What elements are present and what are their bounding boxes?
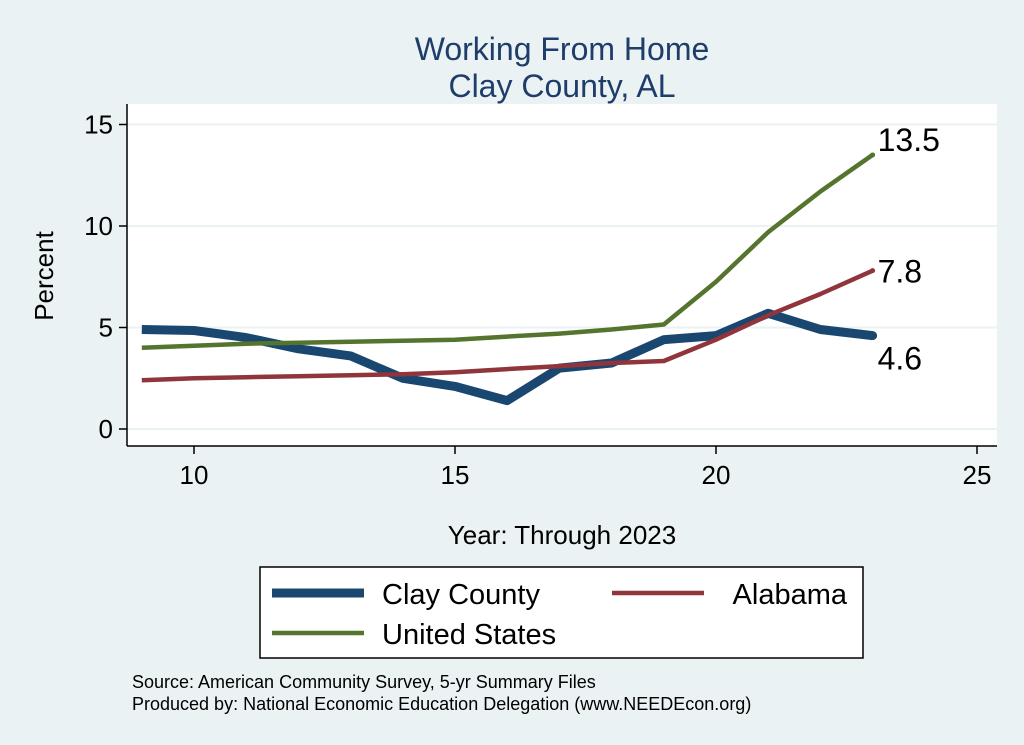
axes: 0 5 10 15 10 15 20 25 bbox=[84, 104, 997, 490]
source-note: Source: American Community Survey, 5-yr … bbox=[132, 672, 596, 692]
end-point-united-states bbox=[870, 152, 876, 158]
series-layer bbox=[141, 152, 878, 406]
legend-box bbox=[259, 566, 864, 659]
y-tick-label: 5 bbox=[99, 313, 113, 343]
legend-label-clay-county: Clay County bbox=[382, 579, 540, 611]
x-tick-label: 20 bbox=[702, 460, 731, 490]
series-line-alabama bbox=[141, 268, 874, 383]
x-tick-label: 25 bbox=[963, 460, 992, 490]
series-line-united-states bbox=[141, 153, 874, 351]
end-label-clay-county: 4.6 bbox=[878, 341, 922, 377]
y-tick-label: 15 bbox=[84, 110, 113, 140]
x-axis-title: Year: Through 2023 bbox=[448, 520, 676, 550]
legend-label-alabama: Alabama bbox=[733, 579, 848, 611]
plot-area bbox=[127, 104, 997, 446]
chart-title: Working From Home bbox=[415, 31, 710, 67]
producer-note: Produced by: National Economic Education… bbox=[132, 694, 751, 714]
end-label-united-states: 13.5 bbox=[878, 122, 940, 158]
y-axis-title: Percent bbox=[29, 230, 59, 320]
x-tick-label: 10 bbox=[180, 460, 209, 490]
legend-label-united-states: United States bbox=[382, 619, 556, 651]
y-tick-label: 10 bbox=[84, 211, 113, 241]
end-labels: 4.6 7.8 13.5 bbox=[878, 122, 940, 377]
end-point-clay-county bbox=[868, 331, 878, 341]
y-tick-label: 0 bbox=[99, 414, 113, 444]
chart-subtitle: Clay County, AL bbox=[448, 68, 675, 104]
gridlines bbox=[127, 123, 997, 430]
legend: Clay County Alabama United States bbox=[259, 566, 864, 659]
end-label-alabama: 7.8 bbox=[878, 254, 922, 290]
x-tick-label: 15 bbox=[441, 460, 470, 490]
end-point-alabama bbox=[870, 268, 876, 274]
